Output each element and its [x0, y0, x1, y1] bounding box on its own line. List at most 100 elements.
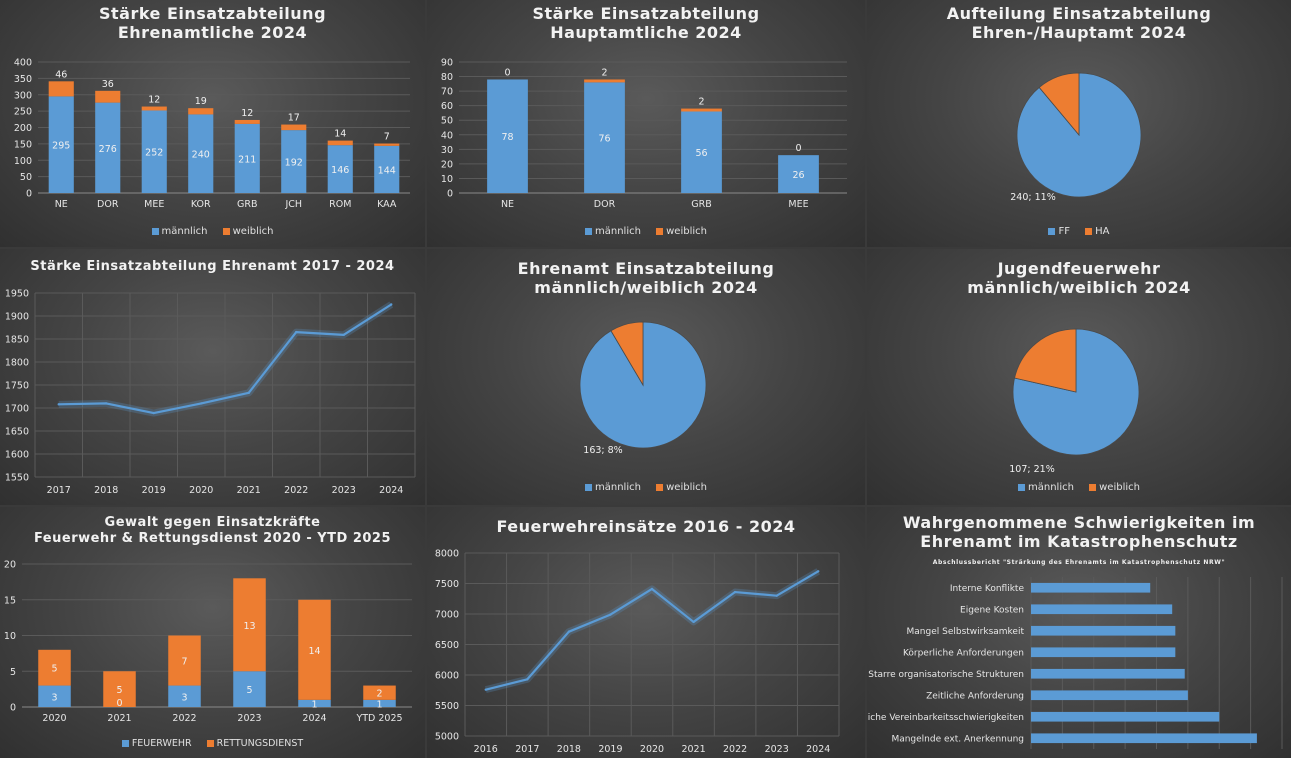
x-tick-label: 2023: [332, 485, 356, 496]
chart-legend: FEUERWEHR RETTUNGSDIENST: [0, 738, 425, 749]
data-point: [526, 678, 529, 681]
data-point: [295, 330, 298, 334]
chart-subtitle: Abschlussbericht "Strärkung des Ehrenamt…: [932, 559, 1226, 566]
data-label: 5: [51, 664, 57, 675]
legend-swatch: [656, 483, 664, 491]
x-tick-label: YTD 2025: [355, 713, 402, 724]
x-tick-label: MEE: [788, 199, 808, 210]
legend-swatch: [1085, 227, 1093, 235]
chart-title-line-1: Stärke Einsatzabteilung: [98, 4, 327, 23]
chart-title-line-2: Ehrenamt im Katastrophenschutz: [920, 532, 1238, 552]
legend-item-ha: HA: [1085, 226, 1110, 237]
y-tick-label: 200: [14, 123, 32, 134]
x-tick-label: 2020: [42, 713, 66, 724]
x-tick-label: 2023: [237, 713, 261, 724]
x-tick-label: 2023: [765, 744, 789, 755]
bar-rettungsdienst: [103, 671, 136, 707]
bar-männlich: [681, 111, 722, 193]
legend-swatch: [585, 483, 592, 491]
bar-männlich: [778, 155, 819, 193]
data-label: 146: [331, 165, 349, 176]
data-label: 14: [308, 646, 320, 657]
chart-legend: männlich weiblich: [427, 226, 865, 237]
bar-feuerwehr: [168, 685, 201, 707]
legend-item-ff: FF: [1048, 226, 1070, 237]
y-tick-label: 150: [14, 139, 32, 150]
data-label: 211: [238, 154, 256, 165]
data-point: [650, 587, 654, 591]
bar-weiblich: [584, 79, 625, 83]
bar-männlich: [327, 145, 353, 193]
legend-swatch: [206, 740, 214, 747]
y-tick-label: 6000: [435, 671, 459, 682]
chart-title-line-1: Ehrenamt Einsatzabteilung: [517, 259, 775, 278]
data-point: [152, 411, 155, 415]
x-tick-label: DOR: [594, 199, 616, 210]
pie-slice-weiblich: [1014, 328, 1077, 393]
bar-horizontal: [1031, 647, 1176, 658]
chart-title-line-2: Feuerwehr & Rettungsdienst 2020 - YTD 20…: [33, 530, 392, 546]
y-tick-label: 10: [441, 174, 453, 185]
y-tick-label: 0: [447, 189, 453, 200]
legend-item-maennlich: männlich: [585, 482, 641, 493]
chart-legend: männlich weiblich: [867, 482, 1291, 493]
chart-title: Stärke Einsatzabteilung Ehrenamt 2017 - …: [0, 259, 425, 275]
bar-weiblich: [48, 81, 74, 97]
y-tick-label: 250: [14, 107, 32, 118]
y-tick-label: 1950: [5, 289, 29, 300]
legend-item-feuerwehr: FEUERWEHR: [121, 738, 192, 749]
x-tick-label: 2018: [94, 485, 118, 496]
chart-title-line-1: Stärke Einsatzabteilung: [532, 4, 760, 23]
data-label: 1: [311, 699, 317, 710]
pie-data-label: 240; 11%: [1010, 192, 1055, 203]
chart-title: Gewalt gegen Einsatzkräfte Feuerwehr & R…: [0, 515, 425, 546]
x-tick-label: 2019: [142, 485, 166, 496]
data-label: 2: [698, 97, 704, 108]
legend-label: HA: [1095, 226, 1110, 237]
x-tick-label: JCH: [284, 199, 302, 210]
data-label: 36: [102, 79, 114, 90]
bar-männlich: [584, 82, 625, 193]
data-point: [57, 403, 60, 406]
y-tick-label: 0: [26, 189, 32, 200]
bar-feuerwehr: [298, 699, 331, 707]
bar-rettungsdienst: [233, 578, 266, 672]
legend-label: FF: [1058, 226, 1070, 237]
bar-rettungsdienst: [38, 649, 71, 686]
chart-svg: 0510152020203520210520223720235132024114…: [4, 560, 412, 724]
legend-swatch: [151, 227, 159, 235]
y-tick-label: 1850: [5, 335, 29, 346]
chart-svg: 5000 5500 6000 6500 7000 7500 8000 2016 2017 2018…: [435, 549, 840, 755]
data-point: [484, 688, 487, 691]
data-label: 12: [148, 95, 160, 106]
legend-label: männlich: [595, 226, 641, 237]
data-label: 3: [51, 692, 57, 703]
y-tick-label: 10: [4, 631, 16, 642]
bar-weiblich: [141, 106, 167, 111]
chart-title: Ehrenamt Einsatzabteilung männlich/weibl…: [427, 259, 865, 297]
data-point: [342, 333, 345, 337]
chart-svg: 1550 1600 1650 1700 1750 1800 1850 1900 1950 2017…: [5, 289, 416, 496]
chart-title-line-2: Ehren-/Hauptamt 2024: [971, 23, 1187, 43]
chart-title-line-2: Hauptamtliche 2024: [550, 23, 742, 43]
y-tick-label: 1650: [5, 427, 29, 438]
series-line: [58, 303, 392, 415]
chart-panel-jugendfeuerwehr-2024: Jugendfeuerwehr männlich/weiblich 2024 3…: [867, 249, 1291, 505]
y-tick-label: 300: [14, 90, 32, 101]
legend-item-maennlich: männlich: [585, 226, 641, 237]
data-label: 17: [288, 113, 300, 124]
y-category-label: Interne Konflikte: [950, 584, 1025, 594]
legend-label: RETTUNGSDIENST: [216, 738, 304, 749]
x-tick-label: GRB: [237, 199, 257, 210]
bar-weiblich: [234, 119, 260, 124]
x-tick-label: 2022: [172, 713, 196, 724]
x-tick-label: 2016: [474, 744, 498, 755]
data-label: 1: [376, 699, 382, 710]
x-tick-label: 2022: [284, 485, 308, 496]
data-label: 5: [116, 685, 122, 696]
chart-svg: Interne Konflikte Eigene Kosten Mangel Sel…: [867, 577, 1283, 749]
chart-title: Wahrgenommene Schwierigkeiten im Ehrenam…: [867, 513, 1291, 551]
bar-männlich: [95, 102, 121, 193]
data-label: 144: [378, 165, 396, 176]
y-tick-label: 50: [20, 172, 32, 183]
